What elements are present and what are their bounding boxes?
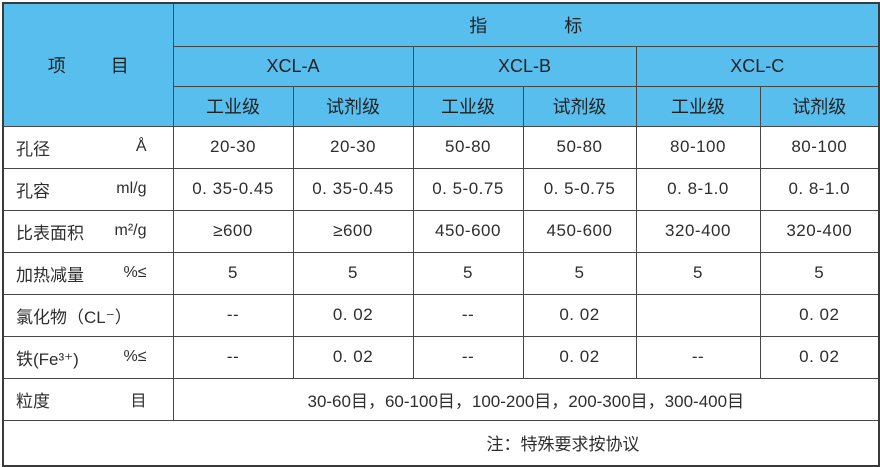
table-row-note: 注：特殊要求按协议: [2, 419, 880, 467]
table-row-particle-size: 粒度 目 30-60目，60-100目，100-200目，200-300目，30…: [2, 377, 880, 421]
column-header-grade-industrial-b: 工业级: [412, 85, 524, 127]
value-cell: --: [412, 293, 524, 337]
column-header-grade-industrial-a: 工业级: [172, 85, 294, 127]
table-row-heating-loss: 加热减量 %≤ 5 5 5 5 5 5: [2, 251, 880, 295]
column-header-grade-industrial-c: 工业级: [635, 85, 761, 127]
value-cell: 450-600: [412, 209, 524, 253]
value-cell: 0. 35-0.45: [292, 167, 414, 211]
value-cell: 5: [635, 251, 761, 295]
column-header-item: 项 目: [2, 2, 174, 127]
table-row-pore-volume: 孔容 ml/g 0. 35-0.45 0. 35-0.45 0. 5-0.75 …: [2, 167, 880, 211]
value-cell: 80-100: [635, 125, 761, 169]
column-header-xcl-c: XCL-C: [635, 45, 880, 87]
table-row-pore-diameter: 孔径 Å 20-30 20-30 50-80 50-80 80-100 80-1…: [2, 125, 880, 169]
value-cell: 50-80: [412, 125, 524, 169]
value-cell: 0. 02: [759, 293, 880, 337]
column-header-xcl-b: XCL-B: [412, 45, 637, 87]
row-label-text: 氯化物（CL⁻）: [16, 307, 132, 327]
value-cell: --: [412, 335, 524, 379]
value-cell: ≥600: [172, 209, 294, 253]
row-label-chloride: 氯化物（CL⁻）: [2, 293, 174, 337]
value-cell: 0. 35-0.45: [172, 167, 294, 211]
row-unit-text: 目: [130, 393, 147, 410]
column-header-grade-reagent-c: 试剂级: [759, 85, 880, 127]
column-header-indicator: 指 标: [172, 2, 880, 47]
value-cell: --: [635, 335, 761, 379]
value-cell: 20-30: [292, 125, 414, 169]
row-unit-text: ml/g: [116, 180, 147, 197]
row-label-text: 加热减量: [16, 265, 84, 285]
row-label-iron: 铁(Fe³⁺) %≤: [2, 335, 174, 379]
value-cell: 5: [172, 251, 294, 295]
value-cell: 5: [412, 251, 524, 295]
row-unit-text: %≤: [123, 348, 147, 365]
value-cell: 20-30: [172, 125, 294, 169]
row-label-text: 孔径: [16, 139, 50, 159]
value-cell: 320-400: [635, 209, 761, 253]
value-cell: 5: [522, 251, 637, 295]
value-cell: 320-400: [759, 209, 880, 253]
header-row-products: XCL-A XCL-B XCL-C: [3, 45, 880, 87]
table-row-chloride: 氯化物（CL⁻） -- 0. 02 -- 0. 02 0. 02: [2, 293, 880, 337]
value-cell: 0. 8-1.0: [635, 167, 761, 211]
value-cell: [635, 293, 761, 337]
table-row-iron: 铁(Fe³⁺) %≤ -- 0. 02 -- 0. 02 -- 0. 02: [2, 335, 880, 379]
value-cell: 0. 5-0.75: [412, 167, 524, 211]
row-label-heating-loss: 加热减量 %≤: [2, 251, 174, 295]
value-cell: --: [172, 335, 294, 379]
particle-size-value: 30-60目，60-100目，100-200目，200-300目，300-400…: [172, 377, 880, 421]
value-cell: 450-600: [522, 209, 637, 253]
header-row-grades: 工业级 试剂级 工业级 试剂级 工业级 试剂级: [3, 85, 880, 127]
column-header-xcl-a: XCL-A: [172, 45, 414, 87]
value-cell: 5: [292, 251, 414, 295]
value-cell: 0. 02: [522, 335, 637, 379]
row-label-pore-diameter: 孔径 Å: [2, 125, 174, 169]
value-cell: 80-100: [759, 125, 880, 169]
value-cell: 0. 02: [759, 335, 880, 379]
header-row-indicator: 项 目 指 标: [2, 2, 880, 127]
value-cell: 50-80: [522, 125, 637, 169]
table-row-surface-area: 比表面积 m²/g ≥600 ≥600 450-600 450-600 320-…: [2, 209, 880, 253]
row-label-text: 铁(Fe³⁺): [16, 349, 79, 369]
value-cell: 5: [759, 251, 880, 295]
row-unit-text: m²/g: [114, 222, 147, 239]
column-header-grade-reagent-b: 试剂级: [522, 85, 637, 127]
row-label-text: 比表面积: [16, 223, 84, 243]
row-unit-text: Å: [135, 138, 147, 155]
row-label-text: 粒度: [16, 391, 50, 411]
value-cell: 0. 02: [522, 293, 637, 337]
value-cell: ≥600: [292, 209, 414, 253]
row-unit-text: %≤: [123, 264, 147, 281]
note-text: 注：特殊要求按协议: [2, 419, 880, 467]
row-label-pore-volume: 孔容 ml/g: [2, 167, 174, 211]
row-label-particle-size: 粒度 目: [2, 377, 174, 421]
value-cell: 0. 02: [292, 335, 414, 379]
row-label-surface-area: 比表面积 m²/g: [2, 209, 174, 253]
row-label-text: 孔容: [16, 181, 50, 201]
column-header-grade-reagent-a: 试剂级: [292, 85, 414, 127]
value-cell: 0. 8-1.0: [759, 167, 880, 211]
value-cell: --: [172, 293, 294, 337]
value-cell: 0. 5-0.75: [522, 167, 637, 211]
value-cell: 0. 02: [292, 293, 414, 337]
